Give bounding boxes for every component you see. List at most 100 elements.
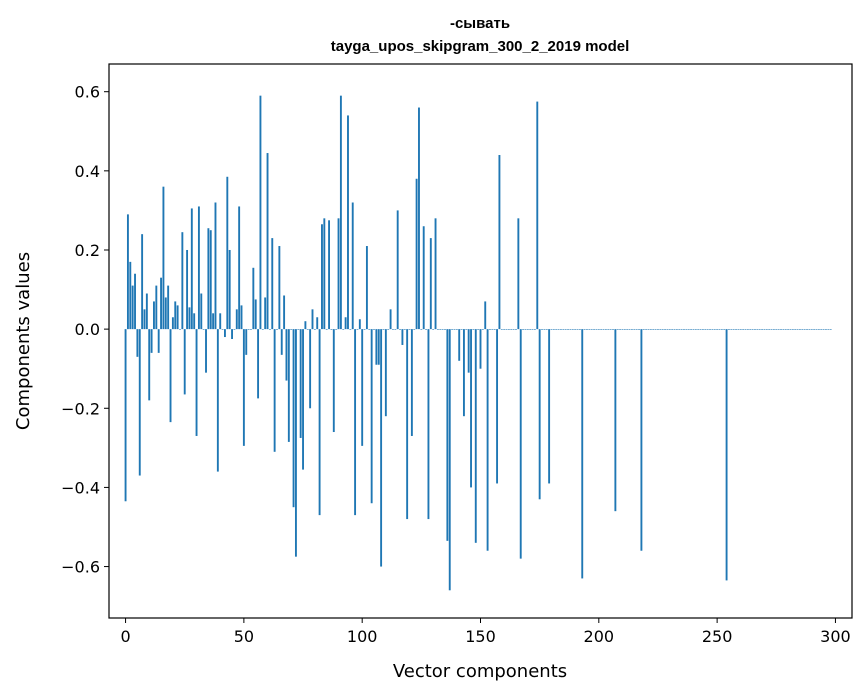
bar xyxy=(630,329,633,330)
bar xyxy=(794,329,797,330)
bar xyxy=(524,329,527,330)
bar xyxy=(209,230,212,330)
bar xyxy=(375,329,378,365)
bar xyxy=(330,329,333,330)
bar xyxy=(725,329,728,581)
bar xyxy=(344,317,347,330)
bar xyxy=(425,329,428,330)
bar xyxy=(768,329,771,330)
bar xyxy=(347,115,349,330)
bar xyxy=(775,329,778,330)
bar xyxy=(392,329,394,330)
bar xyxy=(380,329,383,567)
bar xyxy=(444,329,446,330)
chart-title-line2: tayga_upos_skipgram_300_2_2019 model xyxy=(331,38,630,55)
bar xyxy=(787,329,790,330)
bar xyxy=(254,299,257,330)
bar xyxy=(576,329,579,330)
bar xyxy=(280,329,283,355)
bar xyxy=(498,155,501,330)
bar xyxy=(268,329,271,330)
bar xyxy=(735,329,737,330)
bar xyxy=(728,329,730,330)
bar xyxy=(363,329,366,330)
bar xyxy=(290,329,293,330)
bar xyxy=(661,329,664,330)
bar xyxy=(564,329,567,330)
bar xyxy=(299,329,302,438)
bar xyxy=(657,329,659,330)
bar xyxy=(188,307,191,330)
bar xyxy=(446,329,449,541)
bar xyxy=(562,329,565,330)
bar xyxy=(517,218,520,330)
bar xyxy=(817,329,820,330)
bar xyxy=(465,329,468,330)
bar xyxy=(628,329,631,330)
bar xyxy=(808,329,811,330)
x-tick-label: 100 xyxy=(347,627,378,646)
bar xyxy=(673,329,676,330)
bar xyxy=(680,329,683,330)
bar xyxy=(292,329,295,508)
bar xyxy=(155,285,158,330)
bar xyxy=(574,329,577,330)
bar xyxy=(131,285,134,330)
y-tick-label: −0.6 xyxy=(61,558,100,577)
bar xyxy=(780,329,782,330)
bar xyxy=(287,329,290,442)
bar xyxy=(467,329,470,373)
bar xyxy=(266,153,269,330)
bar xyxy=(384,329,387,417)
bar xyxy=(470,329,472,488)
bar xyxy=(578,329,581,330)
bar xyxy=(373,329,375,330)
bar xyxy=(597,329,600,330)
bar xyxy=(349,329,352,330)
bar xyxy=(129,261,132,330)
bar xyxy=(586,329,588,330)
bar xyxy=(370,329,373,504)
bar xyxy=(621,329,624,330)
bar xyxy=(394,329,397,330)
bar xyxy=(368,329,371,330)
bar xyxy=(600,329,603,330)
bar xyxy=(716,329,719,330)
bar xyxy=(219,313,222,330)
bar xyxy=(486,329,489,551)
bar xyxy=(342,329,345,330)
bar xyxy=(250,329,252,330)
bar xyxy=(126,214,129,330)
bar xyxy=(638,329,640,330)
bar xyxy=(555,329,558,330)
bar xyxy=(704,329,707,330)
bar xyxy=(604,329,607,330)
bar xyxy=(754,329,756,330)
bar xyxy=(434,218,437,330)
bar xyxy=(626,329,629,330)
bar xyxy=(496,329,499,484)
bar xyxy=(505,329,508,330)
bar xyxy=(671,329,674,330)
bar xyxy=(683,329,685,330)
bar xyxy=(810,329,813,330)
bar xyxy=(697,329,700,330)
bar xyxy=(607,329,610,330)
bar xyxy=(181,232,184,330)
bar xyxy=(136,329,139,357)
bar xyxy=(257,329,260,399)
bar xyxy=(770,329,773,330)
bar xyxy=(652,329,655,330)
bar xyxy=(711,329,714,330)
bar xyxy=(205,329,207,373)
bar xyxy=(685,329,688,330)
bar xyxy=(557,329,560,330)
bar xyxy=(294,329,297,557)
x-tick-label: 300 xyxy=(820,627,851,646)
bar xyxy=(515,329,517,330)
bar xyxy=(351,202,354,330)
x-tick-label: 50 xyxy=(234,627,254,646)
bar xyxy=(183,329,186,395)
bar xyxy=(706,329,709,330)
